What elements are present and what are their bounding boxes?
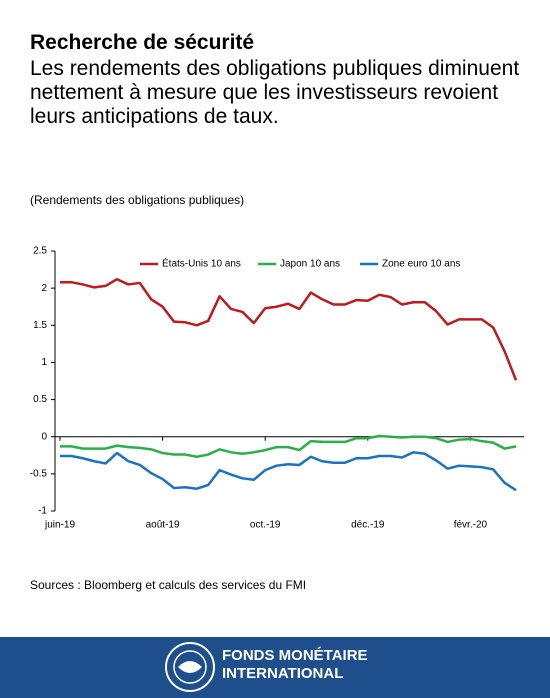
series-line [60,451,517,492]
footer-line: FONDS MONÉTAIRE [222,647,368,664]
chart-subtitle: Les rendements des obligations publiques… [30,57,520,128]
legend-label: Zone euro 10 ans [382,259,460,270]
series-line [60,277,518,381]
y-axis-label: (Rendements des obligations publiques) [30,193,245,207]
y-tick-label: 0.5 [33,394,47,405]
x-tick-label: févr.-20 [454,520,488,531]
logo [165,642,215,692]
y-tick-label: 0 [41,431,47,442]
x-tick-label: juin-19 [44,520,75,531]
source: Sources : Bloomberg et calculs des servi… [30,578,307,592]
footer-line: INTERNATIONAL [222,665,344,682]
chart: 2.5 2 1.5 1 0.5 0 -0.5 -1 juin-19 août-19 oct.-19 d… [30,246,524,531]
chart-title: Recherche de sécurité [30,31,255,54]
y-tick-label: -0.5 [30,468,48,479]
legend-label: Japon 10 ans [280,259,340,270]
y-tick-label: 2 [41,283,47,294]
x-tick-label: août-19 [146,520,180,531]
y-tick-label: 1.5 [33,320,47,331]
y-tick-label: 1 [41,357,47,368]
x-tick-label: oct.-19 [250,520,281,531]
y-tick-label: -1 [38,506,47,517]
footer-text: FONDS MONÉTAIRE INTERNATIONAL [222,647,368,683]
series-line [60,434,517,459]
y-tick-label: 2.5 [33,246,47,257]
footer: FONDS MONÉTAIRE INTERNATIONAL [0,637,550,698]
legend-label: États-Unis 10 ans [162,257,241,270]
x-tick-label: déc.-19 [351,520,385,531]
